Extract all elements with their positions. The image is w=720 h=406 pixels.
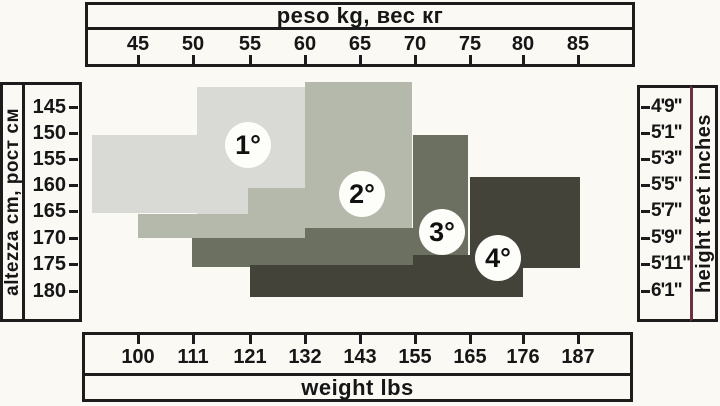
bottom-axis-tick-label: 165 bbox=[453, 346, 487, 368]
left-axis-tick-label: 145 bbox=[32, 96, 66, 118]
left-axis-tick bbox=[69, 237, 78, 240]
bottom-axis-tick bbox=[192, 335, 195, 344]
size-badge-3: 3° bbox=[419, 209, 465, 255]
right-axis-tick bbox=[641, 184, 650, 187]
right-axis-tick bbox=[641, 106, 650, 109]
size-badge-1: 1° bbox=[225, 122, 271, 168]
size-region-1 bbox=[92, 135, 197, 213]
top-axis-tick-label: 60 bbox=[293, 33, 317, 55]
top-axis-tick-label: 75 bbox=[458, 33, 482, 55]
right-axis-tick bbox=[641, 132, 650, 135]
left-axis-tick-label: 150 bbox=[32, 122, 66, 144]
left-axis-scale-box bbox=[22, 82, 82, 322]
bottom-axis-tick-label: 100 bbox=[121, 346, 155, 368]
top-axis-title: peso kg, вес кг bbox=[276, 3, 444, 28]
left-axis-tick-label: 160 bbox=[32, 174, 66, 196]
left-axis-tick bbox=[69, 158, 78, 161]
left-axis-tick-label: 155 bbox=[32, 148, 66, 170]
top-axis-tick bbox=[414, 55, 417, 64]
bottom-axis-tick bbox=[577, 335, 580, 344]
top-axis-tick-label: 65 bbox=[348, 33, 372, 55]
size-region-2 bbox=[248, 188, 306, 238]
bottom-axis-tick-label: 176 bbox=[506, 346, 540, 368]
bottom-axis-label-box: weight lbs bbox=[82, 373, 633, 402]
left-axis-tick-label: 170 bbox=[32, 227, 66, 249]
right-axis-tick-label: 5'5" bbox=[651, 174, 683, 195]
right-axis-tick bbox=[641, 158, 650, 161]
right-axis-tick-label: 5'7" bbox=[651, 200, 683, 221]
top-axis-tick-label: 45 bbox=[126, 33, 150, 55]
top-axis-tick bbox=[192, 55, 195, 64]
right-axis-scale-box bbox=[637, 85, 690, 322]
bottom-axis-tick bbox=[359, 335, 362, 344]
size-badge-2: 2° bbox=[339, 171, 385, 217]
size-badge-4: 4° bbox=[475, 235, 521, 281]
bottom-axis-tick bbox=[414, 335, 417, 344]
top-axis-tick bbox=[249, 55, 252, 64]
left-axis-label: altezza cm, рост см bbox=[1, 108, 23, 296]
right-axis-tick-label: 6'1" bbox=[651, 280, 683, 301]
top-axis-tick bbox=[137, 55, 140, 64]
top-axis-tick-label: 55 bbox=[238, 33, 262, 55]
top-axis-tick bbox=[522, 55, 525, 64]
left-axis-tick bbox=[69, 210, 78, 213]
right-axis-tick-label: 5'9" bbox=[651, 227, 683, 248]
bottom-axis-tick bbox=[137, 335, 140, 344]
top-axis-tick-label: 80 bbox=[511, 33, 535, 55]
bottom-axis-tick bbox=[249, 335, 252, 344]
bottom-axis-label: weight lbs bbox=[301, 374, 414, 400]
bottom-axis-tick bbox=[469, 335, 472, 344]
top-axis-tick bbox=[359, 55, 362, 64]
bottom-axis-tick bbox=[304, 335, 307, 344]
top-axis-tick bbox=[304, 55, 307, 64]
left-axis-tick-label: 165 bbox=[32, 200, 66, 222]
bottom-axis-tick-label: 187 bbox=[561, 346, 595, 368]
right-axis-tick bbox=[641, 237, 650, 240]
top-axis-tick-label: 85 bbox=[566, 33, 590, 55]
top-axis-tick-label: 50 bbox=[181, 33, 205, 55]
right-axis-tick-label: 5'11" bbox=[651, 253, 691, 274]
bottom-axis-tick-label: 111 bbox=[177, 346, 209, 368]
right-axis-label: height feet inches bbox=[692, 113, 715, 294]
right-axis-tick bbox=[641, 290, 650, 293]
left-axis-tick bbox=[69, 263, 78, 266]
left-axis-tick bbox=[69, 132, 78, 135]
bottom-axis-tick-label: 155 bbox=[398, 346, 432, 368]
right-axis-tick-label: 4'9" bbox=[651, 96, 683, 117]
top-axis-tick bbox=[577, 55, 580, 64]
right-axis-tick-label: 5'3" bbox=[651, 148, 683, 169]
top-axis-tick-label: 70 bbox=[403, 33, 427, 55]
left-axis-tick bbox=[69, 290, 78, 293]
left-axis-tick-label: 175 bbox=[32, 253, 66, 275]
right-axis-tick bbox=[641, 263, 650, 266]
left-axis-tick bbox=[69, 106, 78, 109]
right-axis-label-box: height feet inches bbox=[690, 85, 718, 322]
size-region-3 bbox=[305, 228, 468, 238]
bottom-axis-tick-label: 132 bbox=[288, 346, 322, 368]
left-axis-tick-label: 180 bbox=[32, 280, 66, 302]
right-axis-tick bbox=[641, 210, 650, 213]
top-axis-tick bbox=[469, 55, 472, 64]
bottom-axis-tick bbox=[522, 335, 525, 344]
left-axis-tick bbox=[69, 184, 78, 187]
bottom-axis-tick-label: 121 bbox=[233, 346, 267, 368]
top-axis-scale-box bbox=[85, 30, 635, 67]
right-axis-tick-label: 5'1" bbox=[651, 122, 683, 143]
top-axis-title-box: peso kg, вес кг bbox=[85, 2, 635, 30]
bottom-axis-tick-label: 143 bbox=[343, 346, 377, 368]
